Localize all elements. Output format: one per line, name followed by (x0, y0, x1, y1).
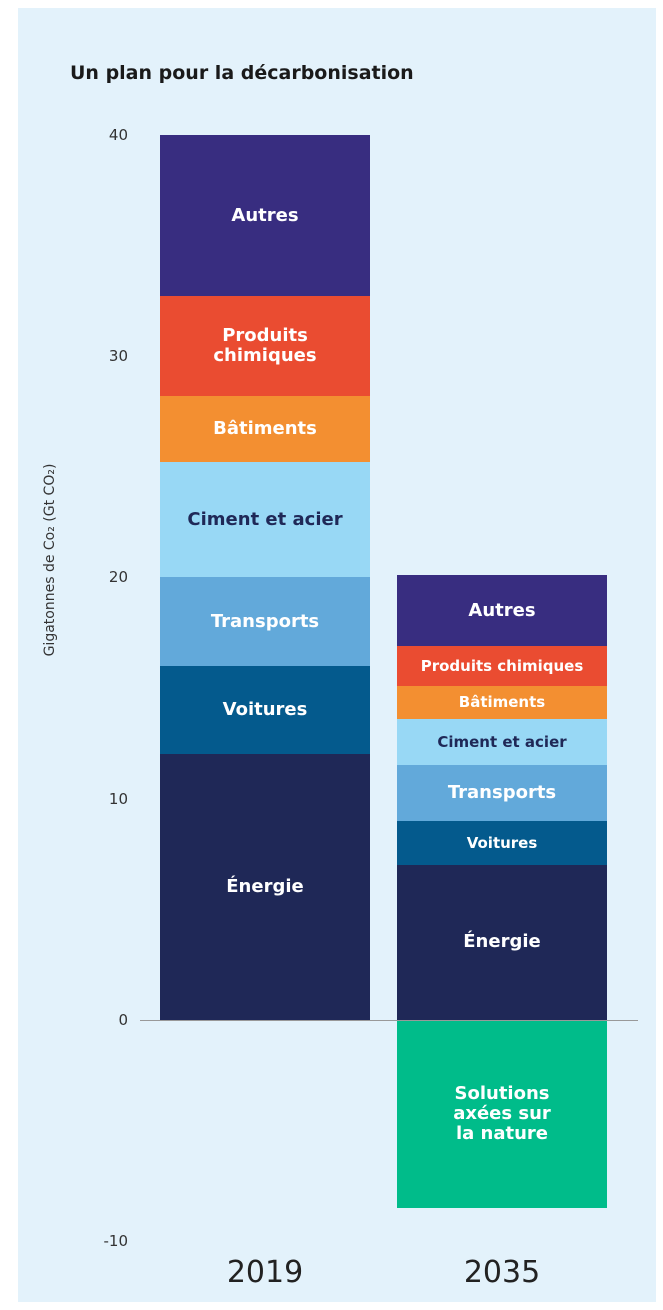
segment-label: Voitures (222, 699, 308, 721)
bar-segment: Voitures (397, 820, 607, 865)
bar-segment: Ciment et acier (160, 462, 370, 578)
segment-label: Produits chimiques (420, 656, 584, 675)
y-tick-label: 10 (108, 789, 128, 808)
y-tick-label: 30 (108, 347, 128, 366)
segment-label: Solutions axées sur la nature (453, 1083, 551, 1144)
segment-label: Autres (231, 204, 299, 226)
segment-label: Transports (447, 782, 557, 804)
bar-segment: Énergie (397, 864, 607, 1020)
segment-label: Énergie (226, 876, 304, 898)
bar-segment: Transports (160, 577, 370, 666)
y-axis-label: Gigatonnes de Co₂ (Gt CO₂) (42, 463, 58, 657)
x-tick-label: 2019 (226, 1255, 304, 1290)
chart-title: Un plan pour la décarbonisation (70, 62, 414, 84)
bar-segment: Ciment et acier (397, 718, 607, 766)
y-tick-label: 40 (108, 126, 128, 144)
bar-segment: Voitures (160, 665, 370, 755)
x-tick-label: 2035 (463, 1255, 541, 1290)
bar-segment: Autres (397, 575, 607, 646)
bar-segment: Produits chimiques (160, 296, 370, 396)
bar-segment: Produits chimiques (397, 645, 607, 686)
bar-segment: Transports (397, 765, 607, 821)
segment-label: Produits chimiques (213, 325, 317, 367)
segment-label: Voitures (466, 833, 538, 852)
segment-label: Autres (468, 599, 536, 621)
zero-line (140, 1019, 638, 1021)
segment-label: Bâtiments (213, 418, 317, 440)
bar-segment: Autres (160, 135, 370, 297)
segment-label: Ciment et acier (437, 732, 567, 751)
bar-segment: Bâtiments (397, 685, 607, 719)
y-tick-label: 0 (118, 1010, 128, 1029)
segment-label: Transports (210, 610, 320, 632)
bar-segment: Solutions axées sur la nature (397, 1019, 607, 1208)
y-tick-label: 20 (108, 568, 128, 587)
y-tick-label: -10 (103, 1232, 129, 1250)
segment-label: Énergie (463, 931, 541, 953)
segment-label: Bâtiments (458, 693, 546, 712)
bar-segment: Énergie (160, 754, 370, 1020)
bar-segment: Bâtiments (160, 396, 370, 463)
segment-label: Ciment et acier (187, 508, 343, 530)
